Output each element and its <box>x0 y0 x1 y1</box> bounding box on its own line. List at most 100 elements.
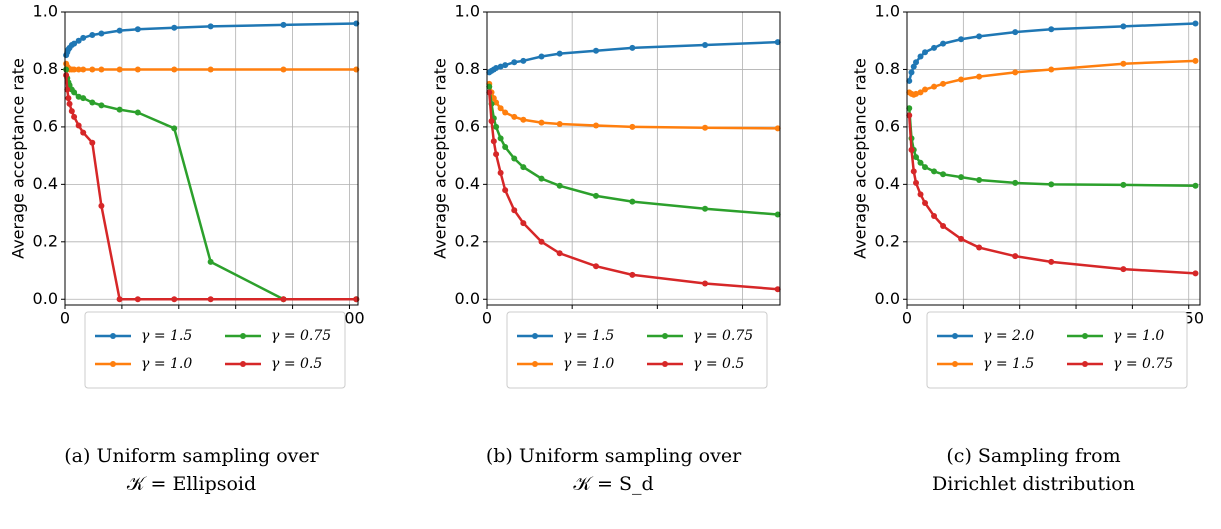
y-tick-label: 0.2 <box>455 231 480 250</box>
point <box>71 113 78 120</box>
point <box>490 138 497 145</box>
point <box>913 90 920 97</box>
point <box>629 271 636 278</box>
point <box>1048 181 1055 188</box>
point <box>68 108 75 115</box>
y-tick-label: 0.6 <box>455 116 480 135</box>
point <box>511 155 518 162</box>
point <box>913 179 920 186</box>
point <box>520 164 527 171</box>
point <box>486 83 493 90</box>
point <box>207 66 214 73</box>
y-axis-label: Average acceptance rate <box>9 58 28 259</box>
point <box>64 86 71 93</box>
point <box>976 244 983 251</box>
caption: Dirichlet distribution <box>932 473 1135 495</box>
point <box>906 77 913 84</box>
point <box>913 59 920 66</box>
point <box>538 175 545 182</box>
plot-frame <box>906 11 1201 306</box>
y-tick-label: 0.0 <box>455 289 480 308</box>
point <box>502 144 509 151</box>
point <box>774 39 781 46</box>
point <box>89 139 96 146</box>
series-line <box>908 59 1196 97</box>
legend-box <box>926 311 1188 389</box>
point <box>207 258 214 265</box>
point <box>1120 266 1127 273</box>
point <box>502 109 509 116</box>
point <box>593 47 600 54</box>
point <box>917 89 924 96</box>
plot-frame <box>64 11 359 306</box>
point <box>75 122 82 129</box>
x-tick-label: 0 <box>902 309 912 328</box>
point <box>913 154 920 161</box>
point <box>958 36 965 43</box>
point <box>556 121 563 128</box>
point <box>774 125 781 132</box>
legend-marker <box>240 361 246 367</box>
point <box>134 296 141 303</box>
y-tick-label: 0.6 <box>33 116 58 135</box>
plot-frame <box>486 11 781 306</box>
point <box>98 102 105 109</box>
y-tick-label: 0.8 <box>455 59 480 78</box>
point <box>556 182 563 189</box>
point <box>1012 179 1019 186</box>
point <box>280 296 287 303</box>
point <box>89 31 96 38</box>
point <box>65 95 72 102</box>
point <box>116 66 123 73</box>
point <box>1120 181 1127 188</box>
point <box>940 80 947 87</box>
point <box>931 44 938 51</box>
legend-marker <box>532 333 538 339</box>
point <box>958 76 965 83</box>
point <box>71 40 78 47</box>
legend-marker <box>110 333 116 339</box>
point <box>171 24 178 31</box>
legend-marker <box>1082 361 1088 367</box>
point <box>116 296 123 303</box>
y-tick-label: 1.0 <box>875 2 900 21</box>
point <box>134 109 141 116</box>
y-tick-label: 0.2 <box>33 231 58 250</box>
point <box>497 105 504 112</box>
point <box>702 42 709 49</box>
series-line <box>908 22 1196 82</box>
point <box>497 169 504 176</box>
point <box>520 220 527 227</box>
point <box>75 93 82 100</box>
point <box>98 66 105 73</box>
point <box>1120 60 1127 67</box>
point <box>75 66 82 73</box>
point <box>629 123 636 130</box>
point <box>593 263 600 270</box>
point <box>976 73 983 80</box>
point <box>511 113 518 120</box>
point <box>71 66 78 73</box>
legend-marker <box>662 361 668 367</box>
legend-marker <box>662 333 668 339</box>
point <box>280 66 287 73</box>
legend-label: γ = 0.75 <box>693 328 753 344</box>
point <box>493 123 500 130</box>
point <box>917 53 924 60</box>
point <box>520 116 527 123</box>
point <box>976 177 983 184</box>
point <box>538 238 545 245</box>
point <box>63 72 70 79</box>
caption: (a) Uniform sampling over <box>64 445 319 467</box>
point <box>71 89 78 96</box>
point <box>1192 270 1199 277</box>
point <box>1048 26 1055 33</box>
point <box>1192 20 1199 27</box>
x-tick-label: 0 <box>60 309 70 328</box>
point <box>958 235 965 242</box>
point <box>488 118 495 125</box>
y-tick-label: 0.8 <box>875 59 900 78</box>
point <box>171 125 178 132</box>
point <box>917 191 924 198</box>
